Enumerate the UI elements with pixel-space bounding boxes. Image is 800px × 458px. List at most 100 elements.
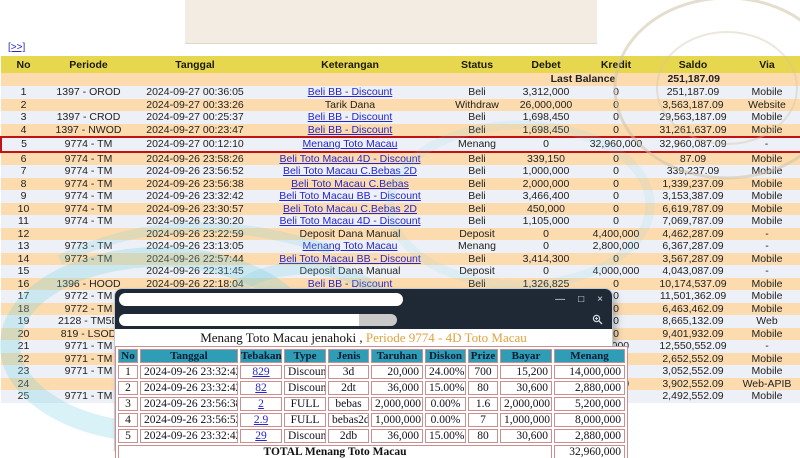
cell-via: - [733,340,800,353]
keterangan-link[interactable]: Beli BB - Discount [307,111,393,123]
popup-window: — □ × Menang Toto Macau jenahoki , Perio… [115,289,628,458]
column-header-status: Status [441,56,513,73]
detail-cell-bayar: 30,600 [500,381,552,395]
tebakan-link[interactable]: 29 [255,430,267,442]
cell-periode [46,98,131,111]
keterangan-link[interactable]: Beli Toto Macau BB - Discount [279,190,421,202]
close-button[interactable]: × [597,293,603,305]
detail-cell-tanggal: 2024-09-26 23:32:42 [140,429,238,443]
cell-tanggal: 2024-09-26 22:31:45 [131,265,259,278]
cell-saldo: 9,401,932.09 [653,327,733,340]
cell-periode: 9773 - TM [46,240,131,253]
cell-via: Mobile [733,277,800,290]
cell-tanggal: 2024-09-27 00:12:10 [131,136,259,153]
cell-periode [46,265,131,278]
detail-column-header-diskon: Diskon [425,349,466,363]
cell-no: 6 [1,151,46,165]
keterangan-link[interactable]: Beli BB - Discount [307,123,393,136]
table-row: 10 9774 - TM 2024-09-26 23:30:57 Beli Toto … [1,202,800,215]
cell-kredit: 0 [579,252,653,265]
address-bar-button[interactable] [359,313,397,326]
cell-periode: 9772 - TM [46,290,131,303]
detail-cell-taruhan: 36,000 [371,429,423,443]
tebakan-link[interactable]: 82 [255,382,267,394]
cell-no: 7 [1,165,46,178]
cell-no: 3 [1,111,46,124]
next-page-link[interactable]: [>>] [8,42,26,53]
cell-periode: 819 - LSOD [46,327,131,340]
cell-periode: 9774 - TM [46,190,131,203]
detail-cell-bayar: 30,600 [500,429,552,443]
cell-periode: 1397 - OROD [46,86,131,99]
detail-cell-tebakan: 29 [240,429,282,443]
cell-via: Mobile [733,327,800,340]
detail-cell-prize: 80 [468,429,498,443]
cell-periode: 9774 - TM [46,177,131,190]
detail-row: 3 2024-09-26 23:56:38 2 FULL bebas 2,000,000 0… [118,397,625,411]
popup-titlebar[interactable]: — □ × [115,289,612,310]
tebakan-link[interactable]: 2 [258,398,264,410]
cell-no: 9 [1,190,46,203]
tebakan-link[interactable]: 2.9 [253,414,269,426]
keterangan-link[interactable]: Beli Toto Macau 4D - Discount [279,215,421,227]
cell-no: 4 [1,123,46,137]
cell-via: Mobile [733,165,800,178]
minimize-button[interactable]: — [555,293,566,305]
last-balance-spacer [1,73,513,86]
keterangan-link[interactable]: Beli BB - Discount [307,86,393,98]
detail-cell-jenis: bebas2d [328,413,369,427]
cell-debet: 1,326,825 [513,277,579,290]
cell-keterangan: Beli BB - Discount [259,86,441,99]
cell-periode [46,377,131,390]
cell-periode: 1397 - CROD [46,111,131,124]
cell-status: Beli [441,151,513,165]
detail-cell-menang: 8,000,000 [554,413,625,427]
keterangan-link[interactable]: Menang Toto Macau [302,138,398,150]
detail-cell-bayar: 1,000,000 [500,413,552,427]
keterangan-link[interactable]: Beli BB - Discount [307,277,393,290]
cell-debet: 26,000,000 [513,98,579,111]
column-header-saldo: Saldo [653,56,733,73]
keterangan-link[interactable]: Beli Toto Macau BB - Discount [279,252,421,265]
zoom-icon[interactable] [592,314,612,325]
cell-keterangan: Beli Toto Macau 4D - Discount [259,215,441,228]
cell-via: Mobile [733,252,800,265]
cell-kredit: 0 [579,190,653,203]
table-row: 9 9774 - TM 2024-09-26 23:32:42 Beli Toto M… [1,190,800,203]
cell-status: Deposit [441,265,513,278]
column-header-keterangan: Keterangan [259,56,441,73]
cell-no: 23 [1,365,46,378]
detail-cell-prize: 80 [468,381,498,395]
keterangan-link[interactable]: Beli Toto Macau C.Bebas 2D [282,165,418,177]
keterangan-link[interactable]: Beli Toto Macau C.Bebas [291,177,409,190]
cell-via: Mobile [733,123,800,137]
address-input[interactable] [119,313,359,326]
column-header-no: No [1,56,46,73]
cell-keterangan: Beli BB - Discount [259,111,441,124]
cell-saldo: 3,052,552.09 [653,365,733,378]
maximize-button[interactable]: □ [578,293,585,305]
detail-cell-type: FULL [284,397,326,411]
cell-saldo: 87.09 [653,151,733,165]
column-header-periode: Periode [46,56,131,73]
detail-cell-menang: 2,880,000 [554,381,625,395]
cell-periode: 9774 - TM [46,165,131,178]
detail-cell-prize: 7 [468,413,498,427]
detail-column-header-bayar: Bayar [500,349,552,363]
cell-keterangan: Beli BB - Discount [259,123,441,137]
cell-saldo: 3,567,287.09 [653,252,733,265]
detail-column-header-no: No [118,349,138,363]
cell-saldo: 2,492,552.09 [653,390,733,403]
tebakan-link[interactable]: 829 [252,366,270,378]
detail-cell-bayar: 2,000,000 [500,397,552,411]
keterangan-link[interactable]: Menang Toto Macau [302,240,398,252]
cell-tanggal: 2024-09-26 23:30:20 [131,215,259,228]
cell-via: Mobile [733,390,800,403]
detail-cell-jenis: 2dt [328,381,369,395]
cell-via: Mobile [733,290,800,303]
keterangan-link[interactable]: Beli Toto Macau 4D - Discount [279,152,421,165]
keterangan-link[interactable]: Beli Toto Macau C.Bebas 2D [282,202,418,215]
win-detail-table: No Tanggal Tebakan Type Jenis Taruhan Diskon Pr… [115,346,628,458]
detail-cell-diskon: 15.00% [425,429,466,443]
cell-tanggal: 2024-09-26 23:30:57 [131,202,259,215]
